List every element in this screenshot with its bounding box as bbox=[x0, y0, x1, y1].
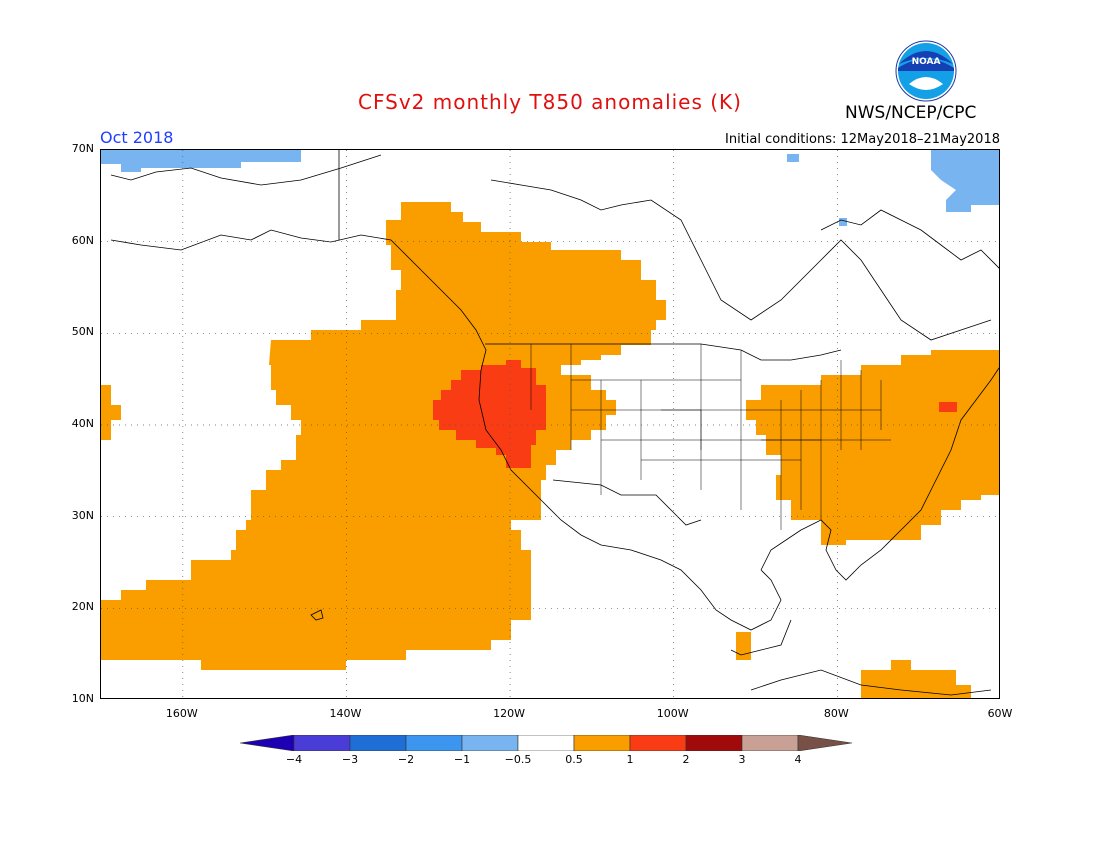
colorbar-label: −3 bbox=[341, 753, 359, 766]
colorbar-segment bbox=[573, 734, 631, 752]
initial-conditions: Initial conditions: 12May2018–21May2018 bbox=[725, 132, 1000, 147]
lat-label-70N: 70N bbox=[71, 142, 94, 155]
colorbar-label: 3 bbox=[738, 753, 746, 766]
blue-anomaly-hudson bbox=[931, 150, 999, 212]
lat-label-20N: 20N bbox=[71, 600, 94, 614]
blue-anomaly-arctic bbox=[101, 150, 301, 172]
colorbar-segment bbox=[629, 734, 687, 752]
state-borders bbox=[530, 344, 891, 530]
red-anomaly-california bbox=[433, 360, 546, 468]
red-anomaly-atlantic bbox=[939, 402, 957, 412]
lon-label-140W: 140W bbox=[329, 707, 362, 720]
colorbar-segment bbox=[741, 734, 799, 752]
lat-label-50N: 50N bbox=[71, 325, 94, 339]
map-svg bbox=[101, 150, 999, 698]
lat-label-10N: 10N bbox=[71, 692, 94, 705]
agency-label: NWS/NCEP/CPC bbox=[845, 103, 977, 123]
lon-label-100W: 100W bbox=[656, 707, 689, 720]
orange-anomaly-west-edge bbox=[101, 385, 121, 440]
orange-anomaly-eastern-us bbox=[746, 350, 999, 545]
colorbar-label: 1 bbox=[626, 753, 634, 766]
colorbar-segment bbox=[293, 734, 351, 752]
orange-anomaly-central-am bbox=[736, 632, 751, 660]
colorbar-segment bbox=[685, 734, 743, 752]
colorbar-segment bbox=[517, 734, 575, 752]
lat-label-60N: 60N bbox=[71, 233, 94, 247]
colorbar-segment bbox=[461, 734, 519, 752]
orange-anomaly-caribbean bbox=[861, 660, 971, 698]
anomaly-shading bbox=[101, 150, 999, 698]
colorbar bbox=[239, 734, 860, 755]
colorbar-min-triangle bbox=[239, 734, 295, 752]
coastlines bbox=[110, 154, 999, 696]
logo-text: NOAA bbox=[912, 57, 941, 67]
colorbar-label: −2 bbox=[397, 753, 415, 766]
lon-label-160W: 160W bbox=[165, 707, 198, 720]
noaa-logo: NOAA bbox=[895, 40, 957, 102]
colorbar-max-triangle bbox=[797, 734, 853, 752]
blue-anomaly-spot2 bbox=[839, 218, 847, 226]
lon-label-80W: 80W bbox=[823, 707, 849, 720]
map-title: CFSv2 monthly T850 anomalies (K) bbox=[358, 90, 742, 114]
colorbar-label: −1 bbox=[453, 753, 471, 766]
orange-anomaly-pacific bbox=[101, 310, 541, 670]
colorbar-label: 0.5 bbox=[565, 753, 583, 766]
colorbar-segment bbox=[349, 734, 407, 752]
anomaly-map bbox=[100, 149, 1000, 699]
valid-month: Oct 2018 bbox=[100, 128, 174, 147]
graticule bbox=[101, 150, 999, 698]
colorbar-label: 2 bbox=[682, 753, 690, 766]
lon-label-60W: 60W bbox=[987, 707, 1013, 720]
lon-label-120W: 120W bbox=[493, 707, 526, 720]
lat-label-40N: 40N bbox=[71, 417, 94, 430]
us-mexico-border bbox=[552, 479, 702, 526]
lat-label-30N: 30N bbox=[71, 508, 94, 522]
colorbar-label: 4 bbox=[794, 753, 802, 766]
colorbar-label: −0.5 bbox=[504, 753, 532, 766]
colorbar-segment bbox=[405, 734, 463, 752]
blue-anomaly-spot bbox=[787, 154, 799, 162]
colorbar-label: −4 bbox=[285, 753, 303, 766]
